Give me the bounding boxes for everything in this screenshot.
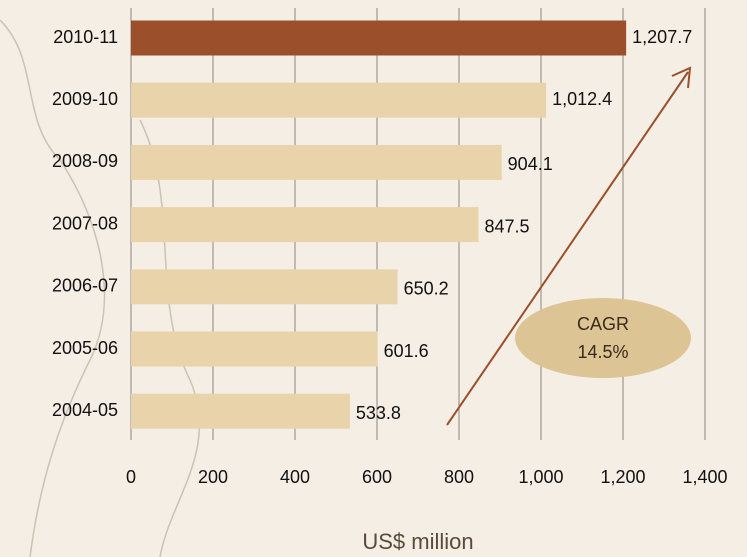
x-tick-label: 200 (198, 467, 228, 487)
bar (131, 269, 398, 305)
x-tick-label: 1,000 (518, 467, 563, 487)
y-tick-label: 2007-08 (52, 213, 118, 233)
map-outline (0, 19, 106, 557)
y-tick-label: 2005-06 (52, 338, 118, 358)
arrow-head (671, 66, 692, 89)
y-tick-label: 2009-10 (52, 89, 118, 109)
value-label: 904.1 (508, 154, 553, 174)
x-tick-label: 600 (362, 467, 392, 487)
grid: 0 200 400 600 800 1,000 1,200 1,400 (126, 8, 728, 487)
value-label: 650.2 (404, 279, 449, 299)
x-tick-label: 400 (280, 467, 310, 487)
y-tick-label: 2006-07 (52, 276, 118, 296)
bar (131, 144, 502, 180)
value-label: 1,012.4 (552, 89, 612, 109)
bar (131, 331, 378, 367)
value-label: 601.6 (384, 341, 429, 361)
x-tick-label: 1,200 (600, 467, 645, 487)
y-tick-label: 2008-09 (52, 151, 118, 171)
x-tick-label: 0 (126, 467, 136, 487)
bar (131, 82, 547, 118)
bar (131, 207, 479, 243)
map-outline (139, 119, 201, 557)
value-label: 533.8 (356, 403, 401, 423)
bar (131, 393, 350, 429)
annotation-line: CAGR (577, 314, 629, 334)
bar (131, 20, 627, 56)
value-label: 847.5 (484, 216, 529, 236)
annotation-line: 14.5% (577, 342, 628, 362)
bars: 2010-11 1,207.7 2009-10 1,012.4 2008-09 904.1… (52, 20, 692, 429)
x-tick-label: 800 (444, 467, 474, 487)
value-label: 1,207.7 (632, 27, 692, 47)
y-tick-label: 2010-11 (53, 27, 118, 47)
y-tick-label: 2004-05 (52, 400, 118, 420)
trend-arrow (446, 71, 689, 426)
cagr-bubble (515, 298, 691, 378)
x-tick-label: 1,400 (682, 467, 727, 487)
x-axis-label: US$ million (362, 529, 473, 554)
